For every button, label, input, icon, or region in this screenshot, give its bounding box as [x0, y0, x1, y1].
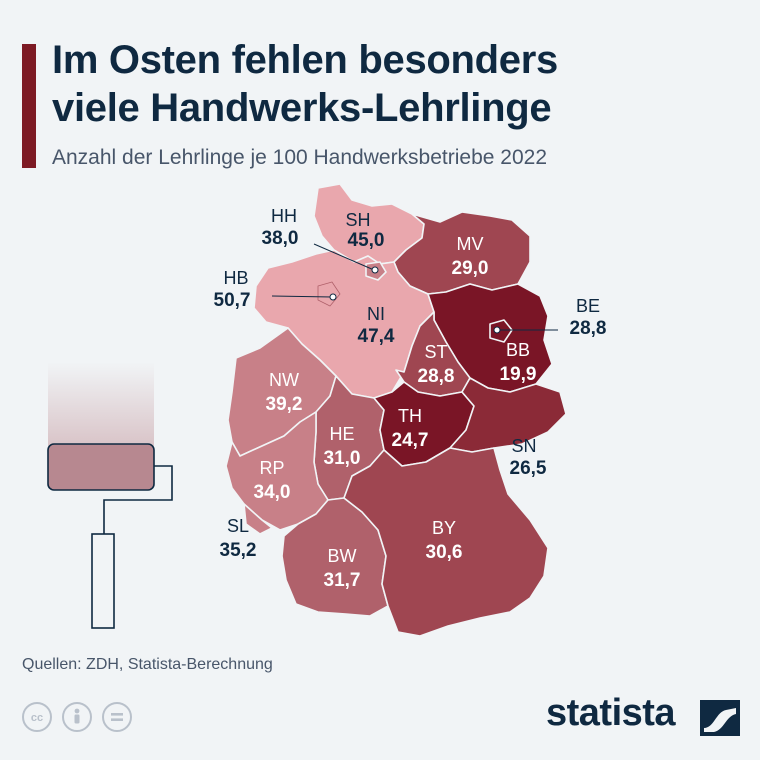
rp-value: 34,0 — [254, 482, 291, 503]
mv-value: 29,0 — [452, 258, 489, 279]
title-line-2: viele Handwerks-Lehrlinge — [52, 86, 552, 130]
sn-code: SN — [511, 436, 536, 456]
license-icons: cc — [22, 702, 132, 732]
sh-code: SH — [345, 210, 370, 230]
paint-roller-icon — [47, 362, 173, 629]
mv-code: MV — [457, 234, 484, 254]
hh-leader-line — [313, 243, 375, 271]
hb-code: HB — [223, 268, 248, 288]
nw-value: 39,2 — [266, 394, 303, 415]
nw-code: NW — [269, 370, 299, 390]
hb-marker — [329, 293, 337, 301]
hb-value: 50,7 — [214, 290, 251, 311]
statista-logo-icon[interactable] — [700, 700, 740, 736]
region-be — [489, 319, 513, 343]
sn-value: 26,5 — [510, 458, 547, 479]
svg-text:cc: cc — [31, 712, 43, 724]
hh-marker — [371, 266, 379, 274]
region-sl — [243, 503, 273, 535]
st-value: 28,8 — [418, 366, 455, 387]
st-code: ST — [424, 342, 447, 362]
nd-equals-icon[interactable] — [102, 702, 132, 732]
title-line-1: Im Osten fehlen besonders — [52, 38, 558, 82]
region-by — [343, 447, 549, 637]
by-code: BY — [432, 518, 456, 538]
by-value: 30,6 — [426, 542, 463, 563]
he-code: HE — [329, 424, 354, 444]
sh-value: 45,0 — [348, 230, 385, 251]
hh-value: 38,0 — [262, 228, 299, 249]
accent-bar — [22, 44, 36, 168]
be-value: 28,8 — [570, 318, 607, 339]
cc-icon[interactable]: cc — [22, 702, 52, 732]
sl-value: 35,2 — [220, 540, 257, 561]
region-rp — [225, 411, 329, 531]
be-marker — [493, 326, 501, 334]
subtitle: Anzahl der Lehrlinge je 100 Handwerksbet… — [52, 146, 547, 169]
th-value: 24,7 — [392, 430, 429, 451]
hb-leader-line — [271, 295, 333, 298]
he-value: 31,0 — [324, 448, 361, 469]
source-note: Quellen: ZDH, Statista-Berechnung — [22, 656, 273, 673]
hh-code: HH — [271, 206, 297, 226]
ni-value: 47,4 — [358, 326, 395, 347]
ni-code: NI — [367, 304, 385, 324]
by-person-icon[interactable] — [62, 702, 92, 732]
rp-code: RP — [259, 458, 284, 478]
th-code: TH — [398, 406, 422, 426]
page-title: Im Osten fehlen besonders viele Handwerk… — [52, 36, 558, 132]
bb-value: 19,9 — [500, 364, 537, 385]
bb-code: BB — [506, 340, 530, 360]
be-code: BE — [576, 296, 600, 316]
bw-value: 31,7 — [324, 570, 361, 591]
sl-code: SL — [227, 516, 249, 536]
statista-logo-text[interactable]: statista — [546, 692, 676, 734]
region-sn — [449, 377, 567, 453]
bw-code: BW — [328, 546, 357, 566]
